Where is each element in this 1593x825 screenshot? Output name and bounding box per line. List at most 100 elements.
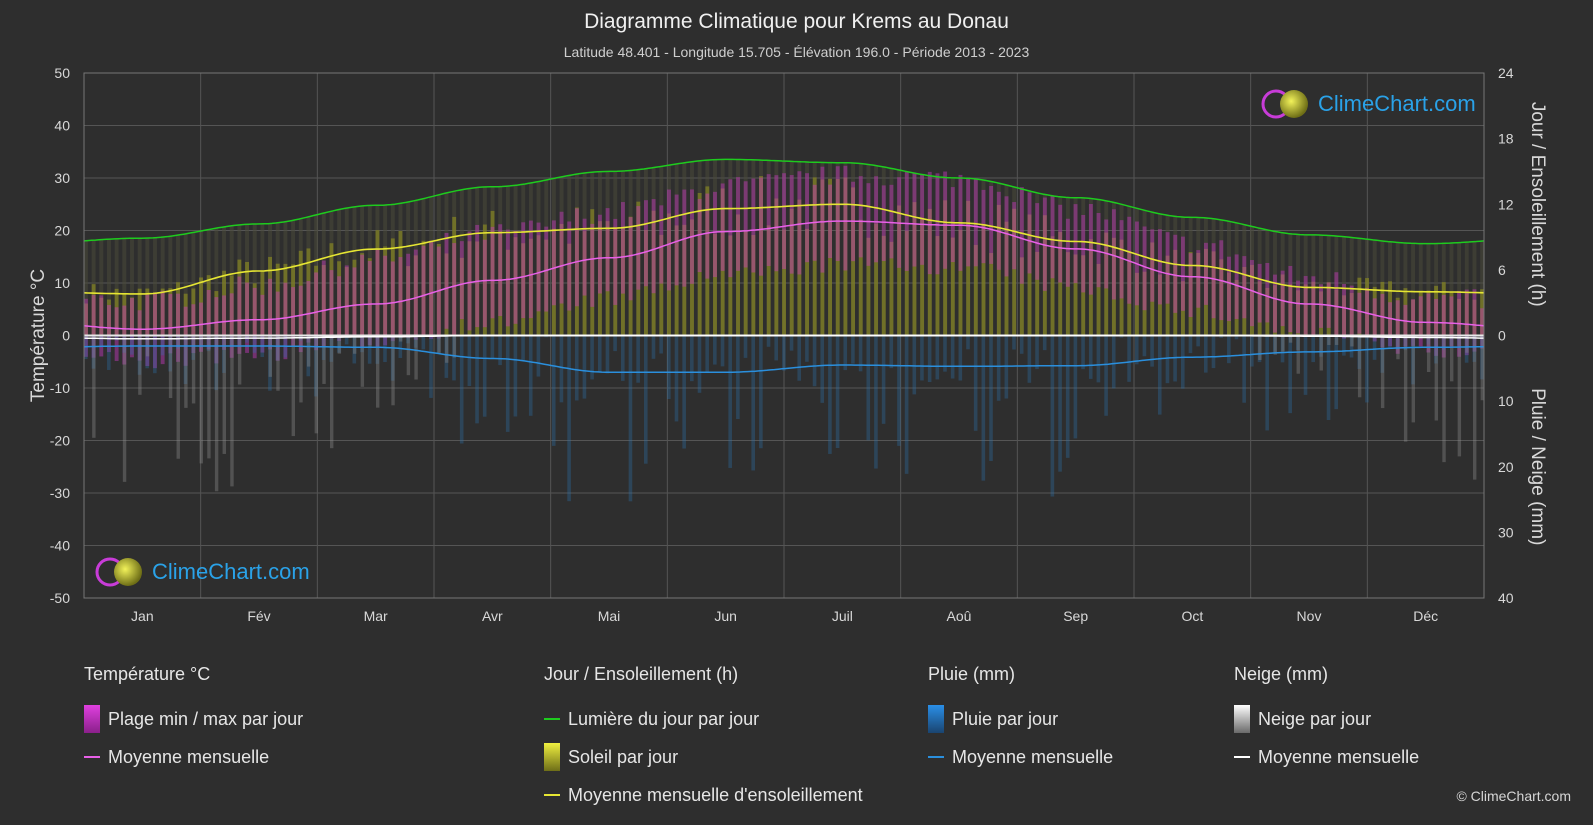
sunshine-bar <box>1234 279 1239 336</box>
legend-label: Moyenne mensuelle <box>952 746 1114 767</box>
legend-rain: Pluie (mm) Pluie par jour Moyenne mensue… <box>928 664 1113 776</box>
temp-range-bar <box>628 217 633 301</box>
sunshine-bar <box>260 270 265 336</box>
rain-bar <box>1127 335 1131 382</box>
rain-bar <box>91 335 96 369</box>
rain-bar <box>559 335 564 403</box>
temp-range-bar <box>613 218 618 305</box>
rain-bar <box>1434 335 1438 364</box>
temp-range-bar <box>835 166 840 261</box>
sunshine-bar <box>521 243 526 336</box>
rain-bar <box>536 335 541 377</box>
temp-range-bar <box>636 206 641 290</box>
y-right-top-tick-label: 18 <box>1498 131 1514 147</box>
y-right-bottom-tick-label: 10 <box>1498 393 1514 409</box>
rain-bar <box>107 335 111 370</box>
logo-bottom[interactable]: ClimeChart.com <box>94 556 310 588</box>
rain-bar <box>690 335 694 382</box>
daylight-bar <box>1134 207 1139 336</box>
y-left-axis-title: Température °C <box>28 269 49 402</box>
temp-range-bar <box>1357 292 1362 334</box>
y-left-tick-label: 0 <box>62 328 70 344</box>
sunshine-bar <box>1441 282 1446 336</box>
temp-range-bar <box>1441 295 1446 358</box>
sunshine-bar <box>1403 288 1408 336</box>
temp-range-bar <box>1242 256 1247 319</box>
sunshine-bar <box>459 257 464 336</box>
rain-bar <box>390 335 395 381</box>
sunshine-bar <box>567 243 572 336</box>
rain-bar <box>413 335 418 348</box>
sunshine-bar <box>636 201 641 336</box>
daylight-bar <box>1234 222 1239 336</box>
y-left-tick-label: -10 <box>50 380 70 396</box>
rain-bar <box>835 335 840 448</box>
sunshine-bar <box>1004 221 1009 336</box>
sunshine-bar <box>421 240 426 336</box>
temp-range-bar <box>222 295 226 350</box>
sunshine-bar <box>1311 281 1316 336</box>
temp-range-bar <box>321 260 326 347</box>
rain-bar <box>874 335 878 469</box>
rain-bar <box>99 335 103 347</box>
sunshine-bar <box>329 243 334 336</box>
temp-range-bar <box>551 220 556 306</box>
sunshine-bar <box>452 216 457 336</box>
rain-bar <box>1395 335 1400 350</box>
sunshine-bar <box>1273 285 1277 336</box>
rain-bar <box>1296 335 1300 351</box>
sunshine-bar <box>805 228 809 336</box>
sunshine-bar <box>774 198 779 336</box>
rain-bar <box>1342 335 1346 356</box>
rain-bar <box>805 335 809 362</box>
rain-bar <box>996 335 1001 401</box>
sunshine-bar <box>628 216 633 336</box>
sunshine-bar <box>375 230 380 336</box>
temp-range-bar <box>989 185 994 264</box>
sunshine-bar <box>1196 252 1201 336</box>
temp-range-bar <box>1296 280 1300 334</box>
rain-bar <box>912 335 917 395</box>
logo-top[interactable]: ClimeChart.com <box>1260 88 1476 120</box>
x-tick-label: Jan <box>131 608 154 624</box>
rain-bar <box>889 335 894 369</box>
rain-bar <box>206 335 211 352</box>
snow-bar <box>414 335 418 380</box>
sunshine-bar <box>782 229 786 336</box>
sunshine-bar <box>574 207 579 336</box>
sunshine-bar <box>1188 252 1193 336</box>
sunshine-bar <box>1119 239 1124 336</box>
sunshine-bar <box>1027 214 1032 336</box>
daylight-bar <box>1426 243 1431 336</box>
legend-item: Moyenne mensuelle d'ensoleillement <box>544 776 863 814</box>
snow-bar <box>360 335 365 387</box>
sunshine-bar <box>153 292 157 336</box>
temp-range-bar <box>1250 260 1254 327</box>
legend-swatch <box>544 718 560 720</box>
temp-range-bar <box>153 292 157 369</box>
rain-bar <box>1388 335 1392 349</box>
snow-bar <box>1434 335 1439 421</box>
rain-bar <box>137 335 142 375</box>
rain-bar <box>490 335 495 359</box>
snow-bar <box>1442 335 1446 463</box>
rain-bar <box>774 335 779 361</box>
temp-range-bar <box>84 298 88 357</box>
sunshine-bar <box>122 293 127 336</box>
snow-bar <box>1403 335 1408 442</box>
rain-bar <box>375 335 380 364</box>
daylight-bar <box>1449 243 1454 336</box>
temp-range-bar <box>1380 293 1385 348</box>
sunshine-bar <box>84 303 88 336</box>
rain-bar <box>1227 335 1231 364</box>
temp-range-bar <box>966 177 971 267</box>
rain-bar <box>1334 335 1339 410</box>
temp-range-bar <box>644 200 648 287</box>
temp-range-bar <box>1042 197 1047 291</box>
rain-bar <box>1035 335 1039 370</box>
clime-chart-logo-icon <box>1261 89 1308 119</box>
rain-bar <box>1142 335 1147 357</box>
temp-range-bar <box>620 202 625 294</box>
sunshine-bar <box>1296 290 1300 336</box>
temp-range-bar <box>1365 288 1369 335</box>
